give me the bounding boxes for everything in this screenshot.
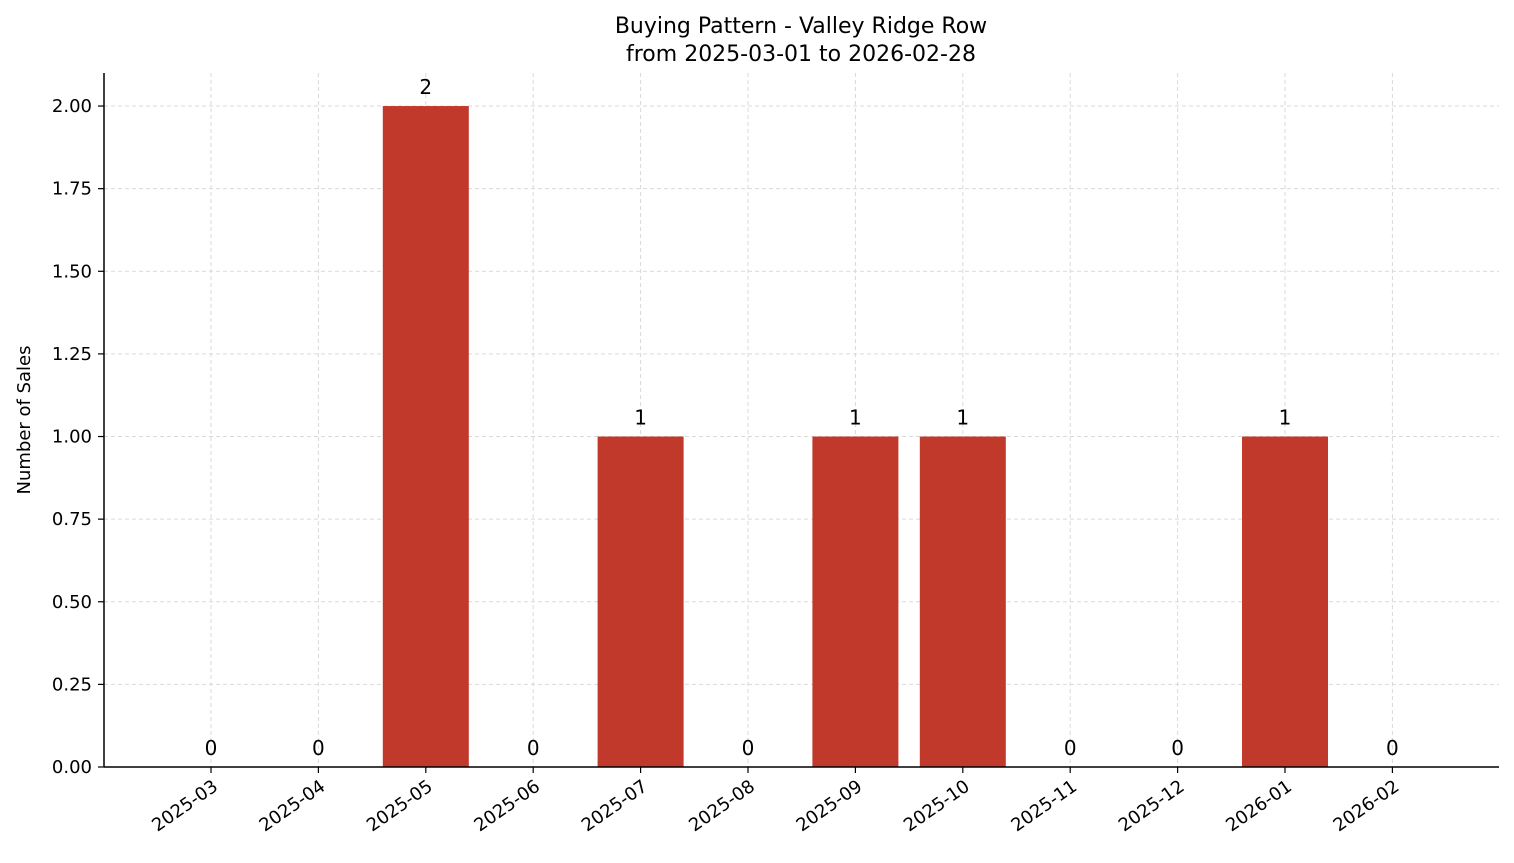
- y-axis-label: Number of Sales: [14, 345, 35, 494]
- x-tick-label: 2025-11: [1007, 776, 1081, 836]
- data-label: 0: [205, 736, 218, 760]
- data-label: 1: [849, 406, 862, 430]
- data-label: 0: [742, 736, 755, 760]
- y-tick-label: 0.75: [52, 509, 92, 530]
- x-tick-label: 2025-05: [363, 776, 437, 836]
- data-label: 0: [1171, 736, 1184, 760]
- data-label: 1: [634, 406, 647, 430]
- bar: [597, 436, 684, 767]
- x-tick-label: 2025-07: [578, 776, 652, 836]
- x-tick-label: 2025-08: [685, 776, 759, 836]
- x-tick-label: 2025-03: [148, 776, 222, 836]
- x-tick-label: 2025-10: [900, 776, 974, 836]
- bar: [382, 106, 469, 768]
- chart-subtitle: from 2025-03-01 to 2026-02-28: [626, 42, 976, 67]
- x-tick-label: 2025-12: [1115, 776, 1189, 836]
- bars: [382, 106, 1328, 768]
- bar: [1242, 436, 1328, 767]
- x-tick-label: 2025-09: [793, 776, 867, 836]
- grid-lines: [104, 73, 1499, 768]
- chart-title: Buying Pattern - Valley Ridge Row: [615, 14, 987, 39]
- x-tick-label: 2026-01: [1222, 776, 1296, 836]
- x-tick-label: 2025-06: [470, 776, 544, 836]
- y-tick-label: 1.25: [52, 344, 92, 365]
- data-label: 0: [1064, 736, 1077, 760]
- x-tick-label: 2025-04: [256, 776, 330, 836]
- y-tick-label: 1.00: [52, 427, 92, 448]
- data-label: 0: [527, 736, 540, 760]
- data-label: 0: [312, 736, 325, 760]
- x-tick-label: 2026-02: [1330, 776, 1404, 836]
- data-labels: 0 0 2 0 1 0 1 1 0 0 1 0: [205, 75, 1399, 760]
- data-label: 2: [419, 75, 432, 99]
- data-label: 0: [1386, 736, 1399, 760]
- data-label: 1: [956, 406, 969, 430]
- y-tick-label: 1.75: [52, 179, 92, 200]
- y-tick-label: 1.50: [52, 261, 92, 282]
- y-tick-label: 0.25: [52, 674, 92, 695]
- y-tick-label: 2.00: [52, 96, 92, 117]
- data-label: 1: [1279, 406, 1292, 430]
- y-tick-label: 0.00: [52, 757, 92, 778]
- bar: [812, 436, 899, 767]
- bar: [919, 436, 1006, 767]
- y-tick-label: 0.50: [52, 592, 92, 613]
